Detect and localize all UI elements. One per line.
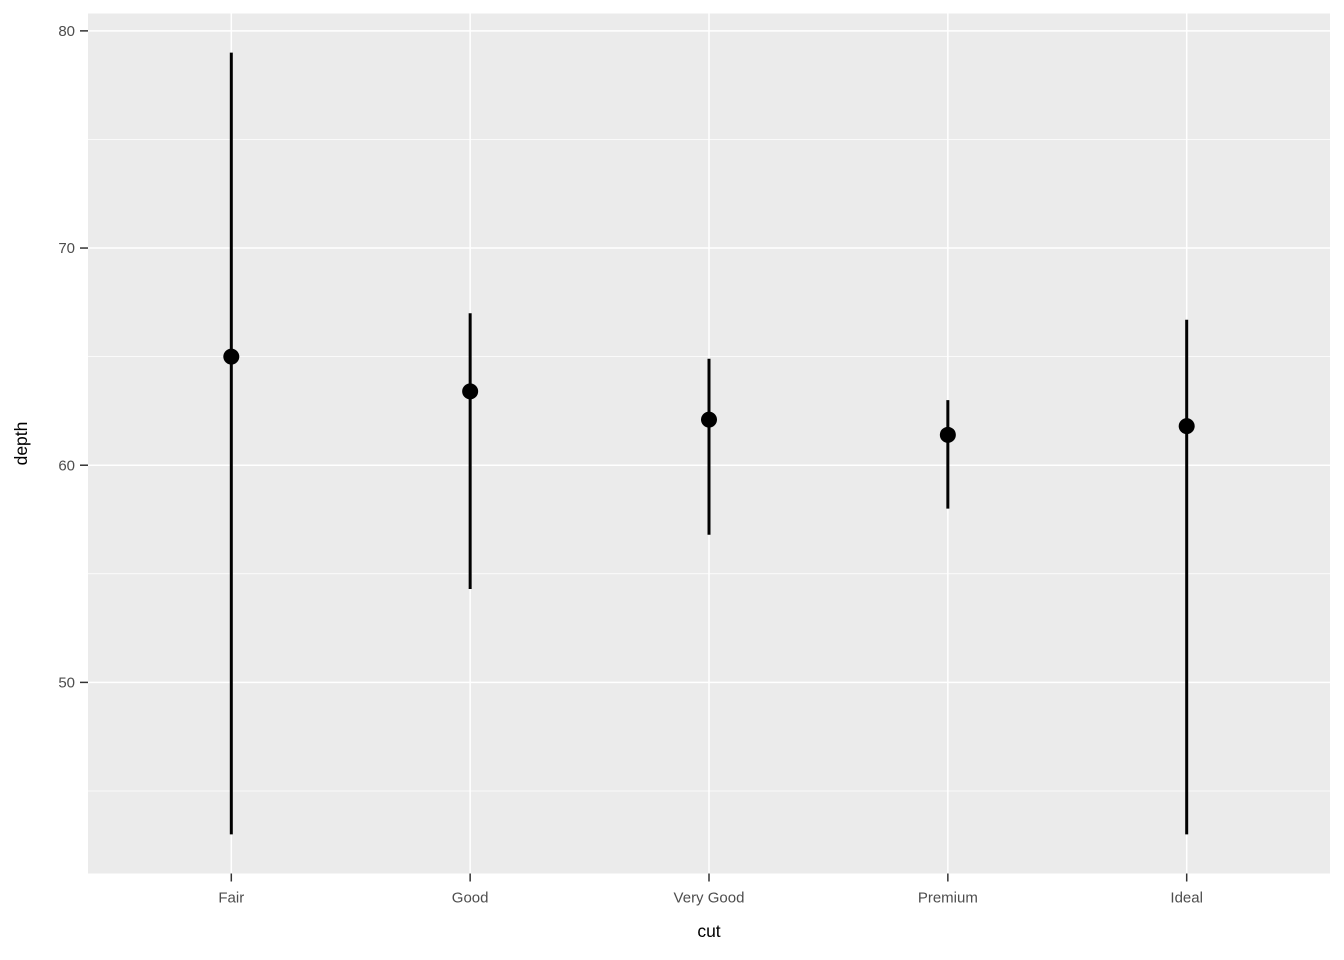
y-tick-label-60: 60: [58, 457, 75, 474]
x-tick-label-good: Good: [452, 890, 489, 907]
pointrange-good: [462, 313, 479, 590]
x-axis-title: cut: [697, 921, 720, 941]
x-tick-label-ideal: Ideal: [1170, 890, 1203, 907]
y-tick-label-80: 80: [58, 23, 75, 40]
median-point-good: [462, 383, 479, 400]
median-point-ideal: [1178, 418, 1195, 435]
x-tick-label-premium: Premium: [918, 890, 978, 907]
x-tick-label-fair: Fair: [218, 890, 244, 907]
pointrange-ideal: [1178, 319, 1195, 835]
median-point-fair: [223, 348, 240, 365]
y-tick-label-70: 70: [58, 240, 75, 257]
median-point-premium: [939, 426, 956, 443]
y-tick-label-50: 50: [58, 675, 75, 692]
pointrange-fair: [223, 52, 240, 835]
pointrange-very-good: [701, 358, 717, 535]
pointrange-premium: [939, 400, 956, 509]
x-tick-label-very-good: Very Good: [674, 890, 745, 907]
median-point-very-good: [701, 411, 717, 428]
y-axis-title: depth: [11, 422, 31, 466]
